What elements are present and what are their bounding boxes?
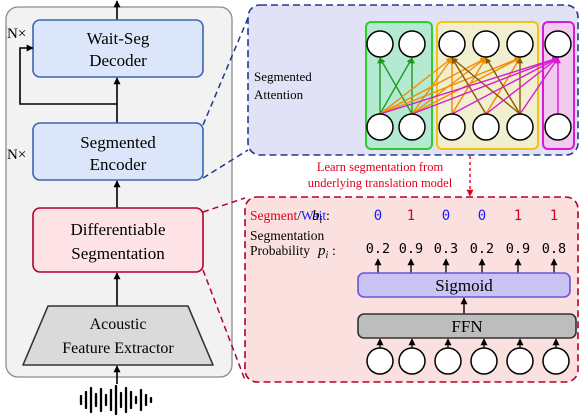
extractor-label-line2: Feature Extractor [62,340,174,357]
speech-waveform-icon [79,384,153,416]
encoder-repeat-label: N× [7,147,26,163]
segmented-encoder-block [32,122,204,181]
learn-segmentation-line2: underlying translation model [308,176,453,190]
segment-probability-value: 0.9 [506,241,530,257]
b-subscript: i [320,215,323,226]
segment-probability-value: 0.3 [434,241,458,257]
extractor-label-line1: Acoustic [90,316,147,333]
attention-links [377,56,561,115]
attention-title-line2: Attention [254,87,304,102]
differentiable-segmentation-block [32,207,204,273]
decoder-residual-arrow [19,44,117,105]
segment-probability-value: 0.2 [470,241,494,257]
b-symbol: bi [312,208,323,226]
decoder-label-line2: Decoder [89,51,147,70]
b-colon: : [326,209,330,224]
p-letter: p [317,243,326,259]
attention-zoom-line-bottom [202,149,249,179]
decoder-repeat-label: N× [7,26,26,42]
segment-probability-value: 0.2 [366,241,390,257]
ffn-block [357,313,577,339]
slash-separator: / [297,208,301,223]
segmentation-label-line1: Differentiable [70,220,165,239]
segment-probability-values: 0.2 0.9 0.3 0.2 0.9 0.8 [366,241,566,257]
segmentation-input-nodes [366,347,570,375]
segment-decision-value: 0 [442,208,450,224]
encoder-label-line1: Segmented [80,133,156,152]
segmentation-zoom-line-top [202,197,246,213]
segmentation-label-line2: Segmentation [71,244,165,263]
sigmoid-output-arrows [374,258,558,273]
segment-decision-values: 0 1 0 0 1 1 [374,208,558,224]
b-letter: b [312,208,320,224]
attention-source-nodes [366,113,572,141]
probability-label-line2: Probability [250,243,310,258]
probability-label-line1: Segmentation [250,228,324,243]
segment-probability-value: 0.8 [542,241,566,257]
segment-decision-value: 0 [478,208,486,224]
p-symbol: pi [317,243,329,261]
segment-decision-value: 1 [407,208,415,224]
wait-word: Wait [301,208,326,223]
ffn-input-arrows [376,338,560,348]
sigmoid-label: Sigmoid [435,276,493,295]
attention-title-line1: Segmented [254,69,312,84]
segment-decision-value: 1 [514,208,522,224]
ffn-label: FFN [451,317,482,336]
segment-probability-value: 0.9 [399,241,423,257]
acoustic-feature-extractor-block [22,305,214,366]
segment-decision-value: 1 [550,208,558,224]
p-subscript: i [326,250,329,261]
sigmoid-block [357,272,571,298]
decoder-label-line1: Wait-Seg [87,29,150,48]
segment-word: Segment [250,208,297,223]
p-colon: : [332,244,336,259]
segment-wait-label: Segment/Wait [250,208,326,223]
attention-target-nodes [366,30,572,58]
segment-decision-value: 0 [374,208,382,224]
learn-segmentation-line1: Learn segmentation from [317,160,444,174]
encoder-label-line2: Encoder [90,155,147,174]
